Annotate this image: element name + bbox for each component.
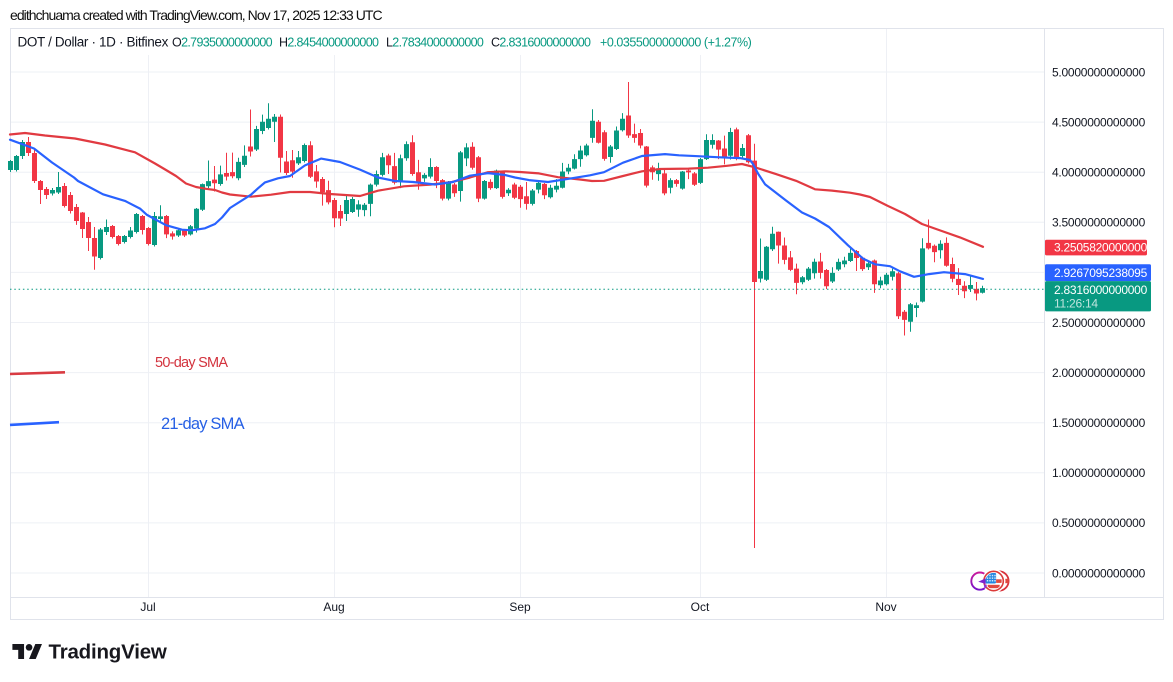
svg-text:1.5000000000000: 1.5000000000000	[1052, 416, 1146, 430]
svg-text:Sep: Sep	[509, 600, 531, 614]
svg-text:4.0000000000000: 4.0000000000000	[1052, 166, 1146, 180]
svg-text:0.0000000000000: 0.0000000000000	[1052, 566, 1146, 580]
svg-text:2.8316000000000: 2.8316000000000	[1054, 283, 1148, 297]
svg-text:C2.8316000000000: C2.8316000000000	[491, 36, 591, 50]
svg-text:1.0000000000000: 1.0000000000000	[1052, 466, 1146, 480]
svg-text:Jul: Jul	[140, 600, 155, 614]
svg-text:4.5000000000000: 4.5000000000000	[1052, 115, 1146, 129]
svg-text:2.0000000000000: 2.0000000000000	[1052, 366, 1146, 380]
svg-text:H2.8454000000000: H2.8454000000000	[279, 36, 379, 50]
svg-text:11:26:14: 11:26:14	[1054, 297, 1098, 311]
svg-text:50-day SMA: 50-day SMA	[155, 355, 228, 371]
svg-text:21-day SMA: 21-day SMA	[161, 415, 245, 433]
svg-text:TradingView: TradingView	[49, 641, 167, 664]
svg-text:0.5000000000000: 0.5000000000000	[1052, 516, 1146, 530]
svg-text:3.2505820000000: 3.2505820000000	[1054, 241, 1148, 255]
svg-text:2.5000000000000: 2.5000000000000	[1052, 316, 1146, 330]
svg-text:Nov: Nov	[875, 600, 896, 614]
svg-text:3.5000000000000: 3.5000000000000	[1052, 216, 1146, 230]
svg-text:Oct: Oct	[691, 600, 710, 614]
svg-text:DOT / Dollar · 1D · Bitfinex: DOT / Dollar · 1D · Bitfinex	[18, 35, 169, 50]
svg-text:2.9267095238095: 2.9267095238095	[1054, 266, 1148, 280]
svg-text:Aug: Aug	[323, 600, 344, 614]
svg-text:O2.7935000000000: O2.7935000000000	[172, 36, 273, 50]
svg-text:5.0000000000000: 5.0000000000000	[1052, 65, 1146, 79]
svg-text:L2.7834000000000: L2.7834000000000	[386, 36, 484, 50]
svg-text:+0.0355000000000 (+1.27%): +0.0355000000000 (+1.27%)	[600, 36, 752, 50]
